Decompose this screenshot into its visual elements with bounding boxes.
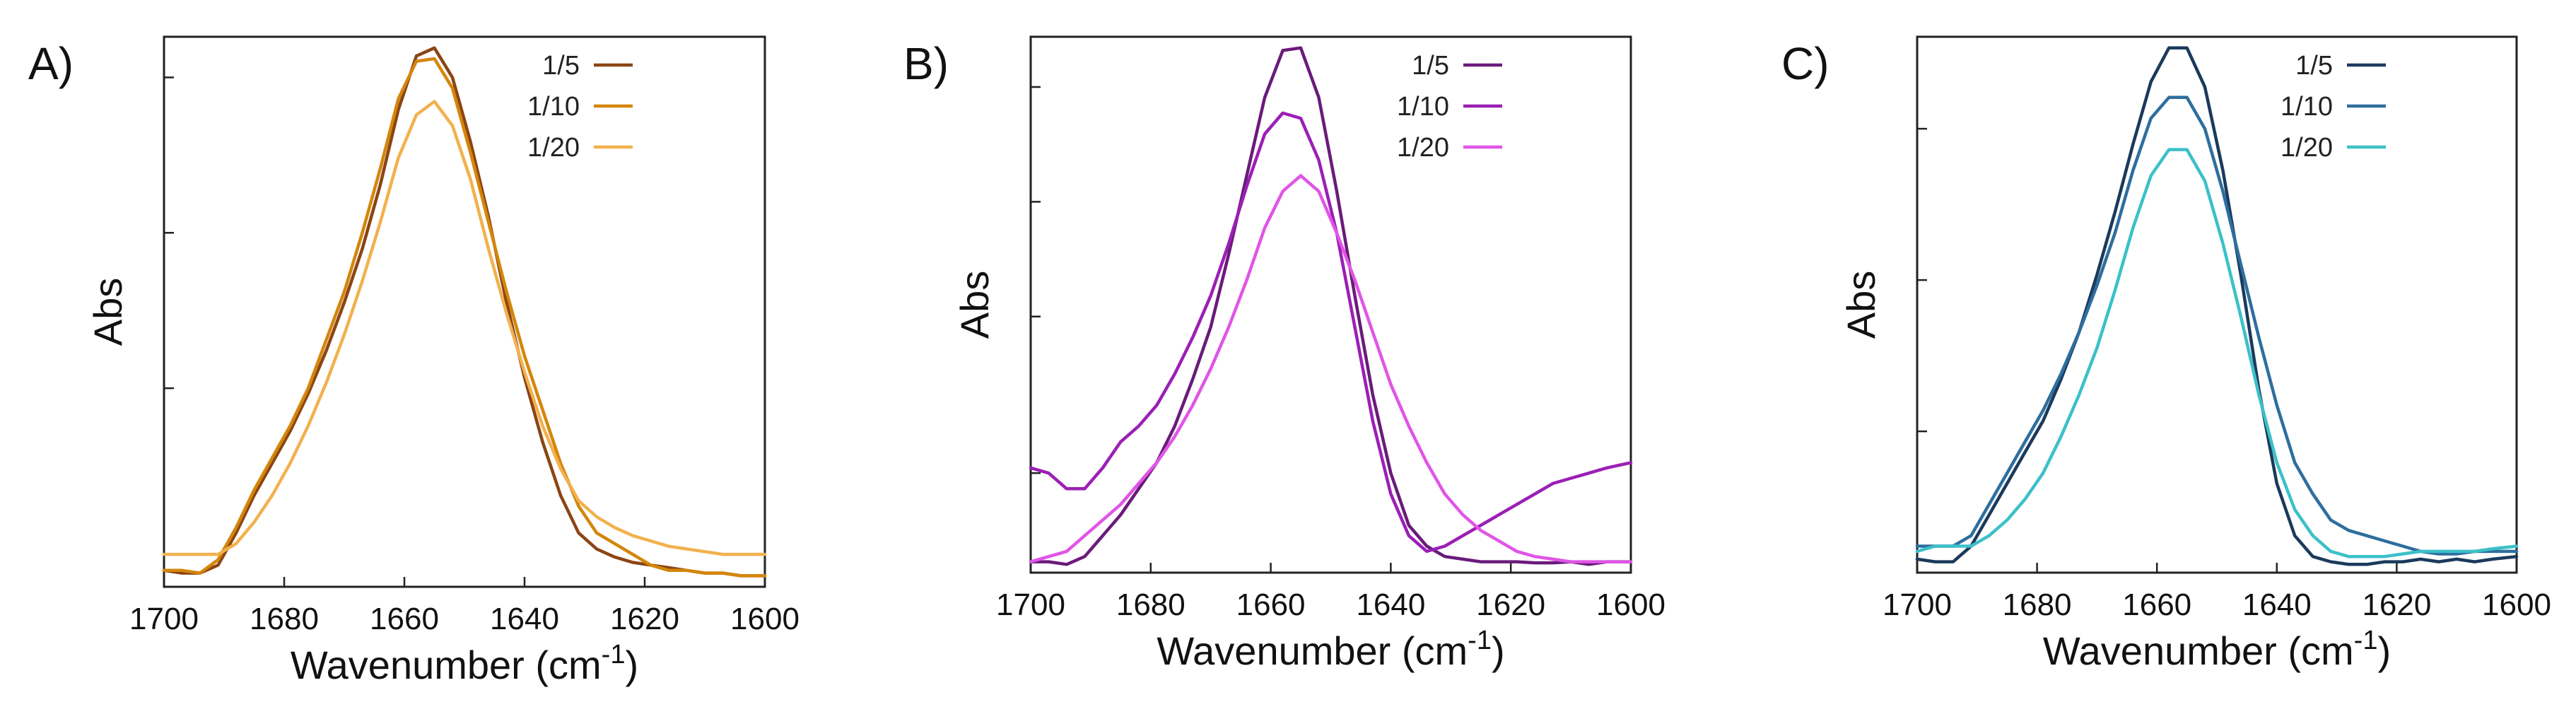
x-tick-label: 1700	[129, 602, 199, 636]
series-line-1/5	[1915, 46, 2519, 566]
series-line-1/10	[162, 57, 767, 578]
x-tick-label: 1660	[1236, 588, 1306, 622]
legend-label: 1/20	[2281, 133, 2333, 163]
y-axis-label: Abs	[86, 278, 130, 346]
x-tick-label: 1680	[250, 602, 319, 636]
legend-label: 1/20	[527, 133, 580, 163]
plot-frame	[1916, 35, 2518, 574]
legend-label: 1/10	[1397, 92, 1449, 122]
x-tick-label: 1620	[610, 602, 679, 636]
x-tick-label: 1600	[2482, 588, 2551, 622]
series-line-1/5	[1029, 46, 1633, 566]
y-axis-label: Abs	[952, 271, 997, 339]
legend-label: 1/20	[1397, 133, 1449, 163]
x-axis-label: Wavenumber (cm-1)	[2043, 626, 2391, 673]
x-axis-label: Wavenumber (cm-1)	[1157, 626, 1504, 673]
x-tick-label: 1700	[1883, 588, 1952, 622]
legend-label: 1/10	[2281, 92, 2333, 122]
panel-0: A) 1700 1680 1660 1640 1620 1600 Wavenumber (cm…	[28, 35, 800, 687]
panel-2: C) 1700 1680 1660 1640 1620 1600 Wavenumber (cm…	[1781, 35, 2551, 673]
legend-label: 1/5	[2295, 51, 2333, 81]
x-tick-label: 1680	[2003, 588, 2072, 622]
legend-label: 1/5	[542, 51, 580, 81]
x-tick-label: 1640	[490, 602, 559, 636]
x-tick-label: 1640	[2242, 588, 2312, 622]
series-line-1/20	[1915, 148, 2519, 559]
series-line-1/10	[1029, 111, 1633, 554]
panel-1: B) 1700 1680 1660 1640 1620 1600 Wavenumber (cm…	[903, 35, 1665, 673]
x-tick-label: 1660	[2122, 588, 2191, 622]
x-tick-label: 1620	[2362, 588, 2431, 622]
x-axis-label: Wavenumber (cm-1)	[291, 640, 638, 687]
panel-label: A)	[28, 38, 74, 89]
x-tick-label: 1620	[1476, 588, 1545, 622]
series-line-1/20	[1029, 174, 1633, 563]
legend-label: 1/10	[527, 92, 580, 122]
x-tick-label: 1700	[996, 588, 1065, 622]
x-tick-label: 1600	[730, 602, 800, 636]
plot-frame	[1029, 35, 1632, 574]
x-tick-label: 1600	[1596, 588, 1665, 622]
panel-label: C)	[1781, 38, 1829, 89]
series-line-1/20	[162, 100, 767, 556]
plot-frame	[163, 35, 766, 588]
legend-label: 1/5	[1412, 51, 1449, 81]
series-line-1/10	[1915, 95, 2519, 556]
x-tick-label: 1680	[1116, 588, 1185, 622]
x-tick-label: 1640	[1356, 588, 1425, 622]
x-tick-label: 1660	[370, 602, 439, 636]
panel-label: B)	[903, 38, 949, 89]
y-axis-label: Abs	[1839, 271, 1883, 339]
